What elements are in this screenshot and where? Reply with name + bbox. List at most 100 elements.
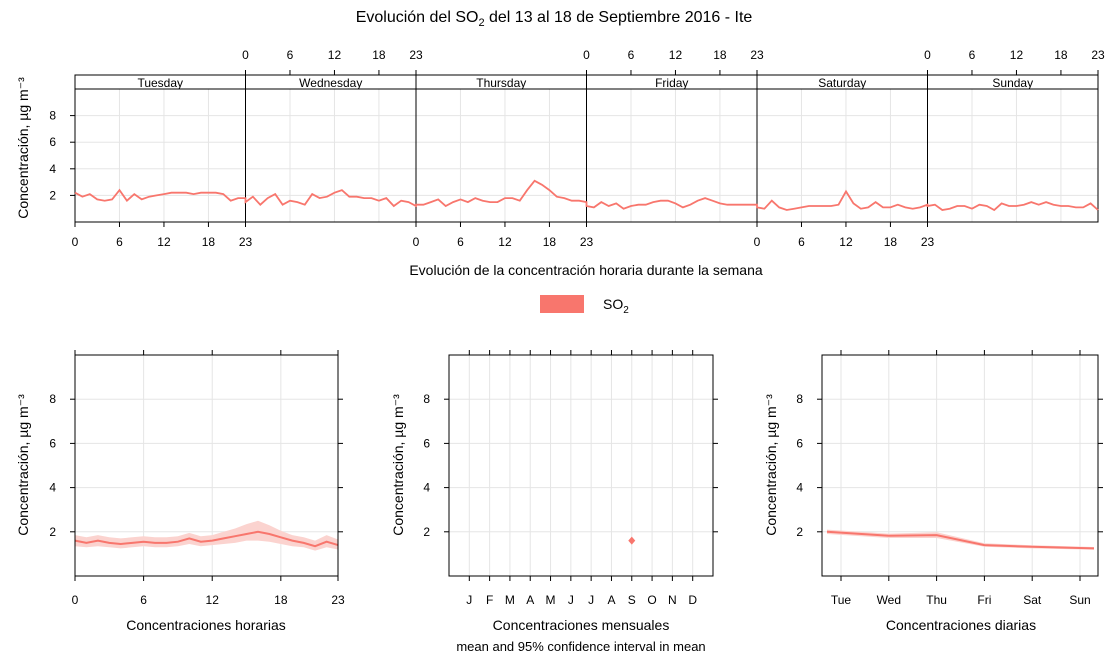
y-tick-label: 6 [49,135,56,149]
x-tick-label: 12 [839,235,853,249]
daily-ylabel: Concentración, µg m⁻³ [763,394,779,536]
x-tick-label: 23 [331,593,345,607]
x-tick-label: 12 [328,48,342,62]
x-tick-label: M [546,593,556,607]
hourly-xlabel: Concentraciones horarias [126,617,286,633]
y-tick-label: 6 [796,436,803,450]
daily-panel: 2 4 6 8 Tue Wed Thu Fri Sat Sun [796,350,1103,607]
strip-label: Friday [655,76,688,90]
y-tick-label: 4 [49,481,56,495]
strip-label: Tuesday [137,76,183,90]
weekly-xlabel: Evolución de la concentración horaria du… [409,262,763,278]
x-tick-label: Fri [977,593,991,607]
x-tick-label: Sun [1069,593,1090,607]
monthly-ylabel: Concentración, µg m⁻³ [390,394,406,536]
x-tick-label: 6 [457,235,464,249]
x-tick-label: J [588,593,594,607]
data-point [628,536,636,545]
panel-frame [74,354,339,577]
x-tick-label: Thu [926,593,947,607]
x-tick-label: 0 [924,48,931,62]
x-tick-label: 23 [409,48,423,62]
legend-label: SO2 [603,296,629,316]
weekly-panel: Tuesday Wednesday Thursday Friday Saturday Su… [49,48,1105,249]
x-tick-label: 12 [498,235,512,249]
x-tick-label: A [526,593,534,607]
panel-frame [821,354,1099,577]
y-tick-label: 4 [49,162,56,176]
weekly-ylabel: Concentración, µg m⁻³ [15,77,31,219]
confidence-band [75,520,338,551]
x-tick-label: 12 [206,593,220,607]
x-tick-label: F [486,593,493,607]
series-line [74,530,339,548]
x-tick-label: 18 [202,235,216,249]
y-tick-label: 8 [49,392,56,406]
x-tick-label: 6 [969,48,976,62]
x-tick-label: 18 [274,593,288,607]
x-tick-label: 0 [754,235,761,249]
x-tick-label: 6 [628,48,635,62]
x-tick-label: Wed [877,593,901,607]
x-tick-label: J [466,593,472,607]
y-tick-label: 2 [796,525,803,539]
x-tick-label: D [688,593,697,607]
title-subscript: 2 [478,17,484,29]
title-prefix: Evolución del SO [356,9,479,26]
x-tick-label: 18 [1054,48,1068,62]
x-tick-label: 18 [884,235,898,249]
x-tick-label: M [505,593,515,607]
monthly-subtitle: mean and 95% confidence interval in mean [456,639,705,654]
strip-label: Saturday [818,76,866,90]
y-tick-label: 8 [49,109,56,123]
x-tick-label: 6 [116,235,123,249]
x-tick-label: 23 [1091,48,1105,62]
x-tick-label: 23 [750,48,764,62]
legend-text: SO [603,296,623,312]
y-tick-label: 6 [423,436,430,450]
x-tick-label: 6 [287,48,294,62]
x-tick-label: Tue [831,593,852,607]
x-tick-label: 0 [413,235,420,249]
x-tick-label: 23 [580,235,594,249]
x-tick-label: 18 [372,48,386,62]
legend: SO2 [540,295,629,316]
x-tick-label: 6 [798,235,805,249]
x-tick-label: 0 [72,235,79,249]
series-line [74,179,1099,212]
y-tick-label: 2 [423,525,430,539]
series-line [826,530,1095,550]
daily-xlabel: Concentraciones diarias [886,617,1036,633]
hourly-panel: 2 4 6 8 0 6 12 18 23 [49,350,345,607]
y-tick-label: 8 [423,392,430,406]
strip-label: Wednesday [299,76,362,90]
y-tick-label: 6 [49,436,56,450]
strip-label: Thursday [476,76,526,90]
y-tick-label: 2 [49,188,56,202]
legend-subscript: 2 [623,305,629,316]
hourly-ylabel: Concentración, µg m⁻³ [15,394,31,536]
x-tick-label: 18 [713,48,727,62]
monthly-xlabel: Concentraciones mensuales [493,617,670,633]
x-tick-label: 6 [140,593,147,607]
x-tick-label: 18 [543,235,557,249]
x-tick-label: N [668,593,677,607]
x-tick-label: 12 [157,235,171,249]
x-tick-label: 23 [921,235,935,249]
legend-swatch [540,295,584,313]
y-tick-label: 4 [423,481,430,495]
panel-frame [448,354,714,577]
main-title: Evolución del SO2 del 13 al 18 de Septie… [356,9,753,29]
x-tick-label: Sat [1023,593,1042,607]
x-tick-label: 0 [583,48,590,62]
x-tick-label: J [568,593,574,607]
title-suffix: del 13 al 18 de Septiembre 2016 - Ite [485,9,753,26]
x-tick-label: A [607,593,615,607]
x-tick-label: 12 [669,48,683,62]
y-tick-label: 2 [49,525,56,539]
x-tick-label: 0 [242,48,249,62]
y-tick-label: 8 [796,392,803,406]
x-tick-label: S [628,593,636,607]
